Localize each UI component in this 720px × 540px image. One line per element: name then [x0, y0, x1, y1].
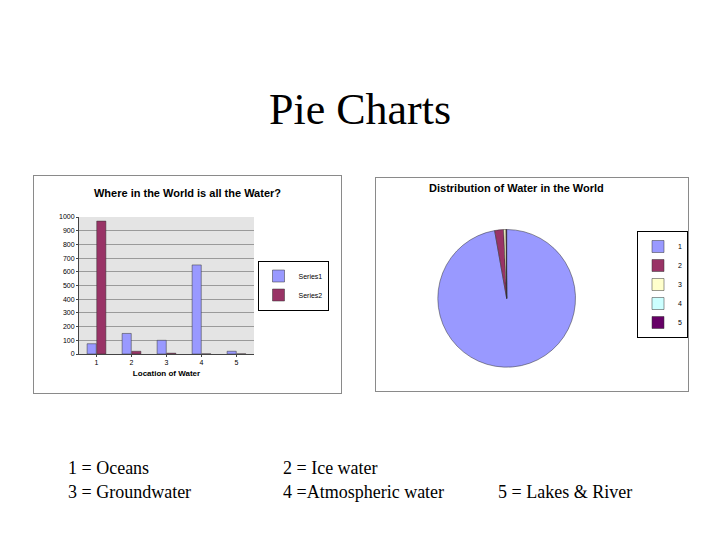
- svg-text:5: 5: [235, 359, 239, 366]
- svg-text:2: 2: [678, 262, 682, 269]
- html-text:3 = Groundwater: 3 = Groundwater: [68, 482, 192, 502]
- svg-text:500: 500: [63, 282, 75, 289]
- svg-text:1000: 1000: [59, 213, 75, 220]
- html-text:4 =Atmospheric water: 4 =Atmospheric water: [283, 482, 445, 502]
- svg-text:4: 4: [678, 300, 682, 307]
- svg-text:2: 2: [130, 359, 134, 366]
- svg-text:600: 600: [63, 268, 75, 275]
- svg-text:900: 900: [63, 227, 75, 234]
- svg-text:800: 800: [63, 241, 75, 248]
- html-text:1 = Oceans: 1 = Oceans: [68, 458, 150, 478]
- svg-text:5: 5: [678, 319, 682, 326]
- svg-text:1: 1: [678, 243, 682, 250]
- svg-text:Series2: Series2: [299, 292, 323, 299]
- svg-text:300: 300: [63, 309, 75, 316]
- svg-text:400: 400: [63, 296, 75, 303]
- svg-text:0: 0: [71, 350, 75, 357]
- svg-text:200: 200: [63, 323, 75, 330]
- svg-text:3: 3: [678, 281, 682, 288]
- svg-text:4: 4: [200, 359, 204, 366]
- svg-text:700: 700: [63, 255, 75, 262]
- html-text:5 = Lakes & River: 5 = Lakes & River: [498, 482, 633, 502]
- svg-text:Distribution of Water in the W: Distribution of Water in the World: [429, 182, 604, 194]
- svg-text:Location of Water: Location of Water: [133, 369, 200, 378]
- svg-text:Series1: Series1: [299, 273, 323, 280]
- html-text:Pie Charts: Pie Charts: [268, 85, 451, 134]
- svg-text:100: 100: [63, 337, 75, 344]
- svg-text:1: 1: [95, 359, 99, 366]
- svg-text:Where in the World is all the: Where in the World is all the Water?: [94, 187, 281, 199]
- html-text:2 = Ice water: 2 = Ice water: [283, 458, 378, 478]
- svg-text:3: 3: [165, 359, 169, 366]
